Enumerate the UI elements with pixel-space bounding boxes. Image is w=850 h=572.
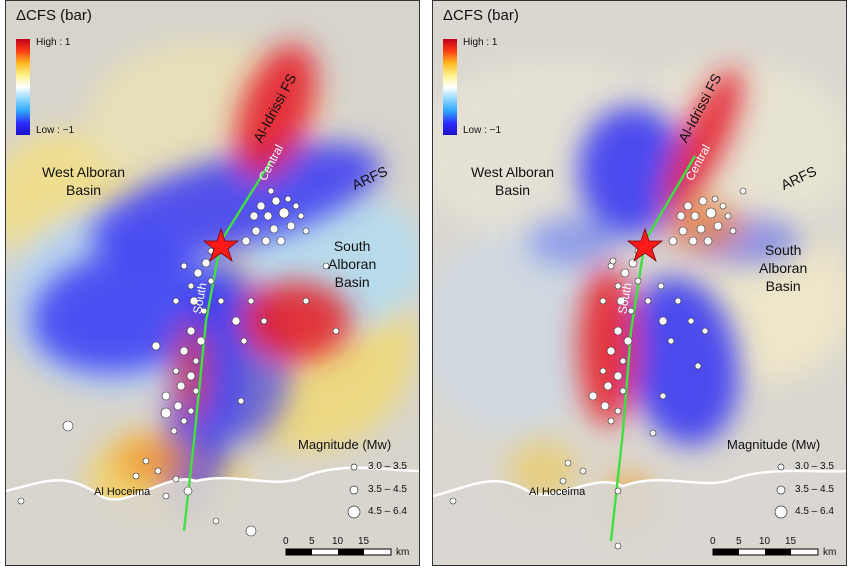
magnitude-class-3: 4.5 – 6.4: [795, 506, 834, 517]
scale-unit: km: [396, 547, 410, 558]
magnitude-legend-title: Magnitude (Mw): [727, 437, 821, 452]
magnitude-class-2: 3.5 – 4.5: [368, 484, 407, 495]
epicenter-star: [202, 227, 240, 263]
colorbar-high-label: High : 1: [463, 37, 498, 48]
aftershock-cluster: [449, 187, 747, 550]
colorbar: [16, 39, 30, 135]
scale-bar: [285, 548, 392, 556]
fault-trace: [609, 155, 697, 542]
scale-tick-5: 5: [309, 536, 315, 547]
scale-tick-5: 5: [736, 536, 742, 547]
map-panel-right: ΔCFS (bar) High : 1 Low : −1 West Albora…: [432, 0, 847, 566]
fault-trace: [182, 160, 273, 532]
scale-tick-15: 15: [358, 536, 370, 547]
west-alboran-basin-label: West Alboran Basin: [471, 164, 555, 198]
panel-title: ΔCFS (bar): [16, 7, 92, 24]
magnitude-class-3: 4.5 – 6.4: [368, 506, 407, 517]
magnitude-class-2: 3.5 – 4.5: [795, 484, 834, 495]
scale-tick-0: 0: [283, 536, 289, 547]
colorbar-low-label: Low : −1: [36, 125, 75, 136]
south-alboran-basin-label: South Alboran Basin: [759, 242, 808, 294]
panel-title: ΔCFS (bar): [443, 7, 519, 24]
map-panel-left: ΔCFS (bar) High : 1 Low : −1 West Albora…: [5, 0, 420, 566]
magnitude-class-1: 3.0 – 3.5: [368, 461, 407, 472]
colorbar: [443, 39, 457, 135]
magnitude-legend-title: Magnitude (Mw): [298, 437, 392, 452]
scale-tick-10: 10: [759, 536, 771, 547]
scale-unit: km: [823, 547, 837, 558]
epicenter-star: [626, 227, 664, 263]
magnitude-legend-symbols: [774, 463, 788, 519]
colorbar-low-label: Low : −1: [463, 125, 502, 136]
south-alboran-basin-label: South Alboran Basin: [328, 238, 377, 290]
aftershock-cluster: [17, 187, 340, 537]
magnitude-legend-symbols: [347, 463, 361, 519]
scale-bar: [712, 548, 819, 556]
coulomb-stress-map-left: [6, 1, 419, 565]
colorbar-high-label: High : 1: [36, 37, 71, 48]
coulomb-stress-map-right: [433, 1, 846, 565]
scale-tick-0: 0: [710, 536, 716, 547]
west-alboran-basin-label: West Alboran Basin: [42, 164, 126, 198]
al-hoceima-label: Al Hoceima: [94, 486, 151, 498]
scale-tick-10: 10: [332, 536, 344, 547]
al-hoceima-label: Al Hoceima: [529, 486, 586, 498]
magnitude-class-1: 3.0 – 3.5: [795, 461, 834, 472]
scale-tick-15: 15: [785, 536, 797, 547]
